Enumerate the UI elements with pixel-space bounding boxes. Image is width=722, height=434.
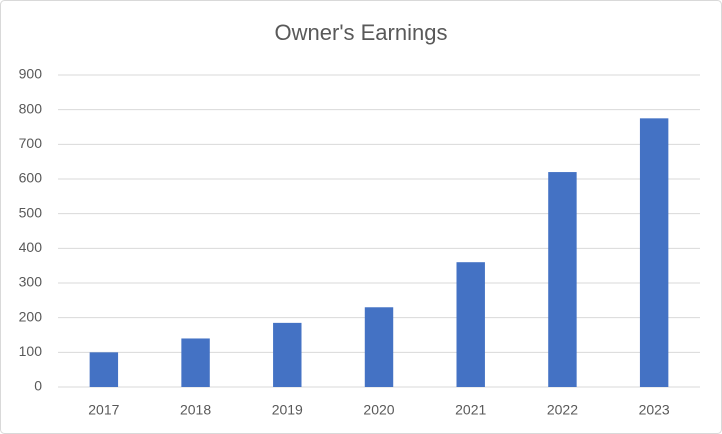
bar (273, 322, 302, 387)
bar (181, 338, 210, 387)
y-tick-label: 600 (19, 170, 43, 186)
x-tick-label: 2022 (547, 402, 578, 418)
bar (548, 172, 577, 387)
x-tick-label: 2023 (639, 402, 670, 418)
bar (456, 262, 485, 387)
y-tick-label: 800 (19, 100, 43, 116)
y-tick-label: 0 (34, 378, 42, 394)
x-tick-label: 2020 (363, 402, 394, 418)
x-tick-label: 2021 (455, 402, 486, 418)
y-tick-label: 700 (19, 135, 43, 151)
y-tick-label: 400 (19, 239, 43, 255)
y-tick-label: 500 (19, 204, 43, 220)
bar (639, 118, 669, 387)
y-tick-label: 300 (19, 274, 43, 290)
bar (89, 352, 119, 387)
x-tick-label: 2018 (180, 402, 211, 418)
bar (364, 307, 394, 387)
x-tick-label: 2017 (88, 402, 119, 418)
y-tick-label: 900 (19, 66, 43, 82)
x-tick-label: 2019 (272, 402, 303, 418)
chart-title: Owner's Earnings (275, 20, 448, 45)
y-tick-label: 100 (19, 343, 43, 359)
y-tick-label: 200 (19, 308, 43, 324)
